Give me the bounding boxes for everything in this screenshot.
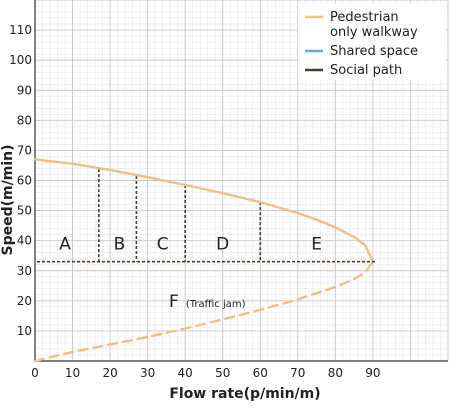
series-line-dashed [33,260,375,363]
grid [34,0,449,362]
tick-labels: 0 10 20 30 40 50 60 70 80 90 10 20 30 40 50 60 70 80 90 100… [9,23,380,380]
y-tick-label: 100 [9,53,32,67]
y-tick-label: 70 [17,143,32,157]
y-tick-label: 90 [17,83,32,97]
zone-label: D [216,235,229,255]
zone-label: F [169,292,179,312]
x-tick-label: 20 [102,366,117,380]
axes [34,0,448,362]
x-tick-label: 70 [290,366,305,380]
legend-label: Social path [330,63,402,78]
x-tick-label: 80 [328,366,343,380]
legend-label: only walkway [330,25,418,40]
x-tick-label: 30 [140,366,155,380]
zone-label: C [157,235,169,255]
legend-label: Shared space [330,44,418,59]
y-tick-label: 60 [17,174,32,188]
zone-labels: A B C D E F (Traffic jam) [59,235,322,312]
legend-label: Pedestrian [330,10,399,25]
y-tick-label: 40 [17,234,32,248]
x-axis-title: Flow rate(p/min/m) [169,386,320,402]
x-tick-label: 40 [178,366,193,380]
y-tick-label: 110 [9,23,32,37]
x-tick-label: 60 [253,366,268,380]
y-axis-title: Speed(m/min) [0,145,16,256]
x-tick-label: 0 [31,366,39,380]
y-tick-label: 80 [17,113,32,127]
zone-label: A [59,235,71,255]
x-tick-label: 50 [215,366,230,380]
y-tick-label: 10 [17,324,32,338]
series-lines [33,158,375,363]
zone-boundaries [98,169,262,262]
zone-note: (Traffic jam) [186,299,246,310]
x-tick-label: 90 [365,366,380,380]
y-tick-label: 30 [17,264,32,278]
zone-label: B [114,235,126,255]
y-tick-label: 50 [17,204,32,218]
y-tick-label: 20 [17,294,32,308]
x-tick-label: 10 [65,366,80,380]
series-line-solid [33,158,375,263]
zone-label: E [311,235,322,255]
